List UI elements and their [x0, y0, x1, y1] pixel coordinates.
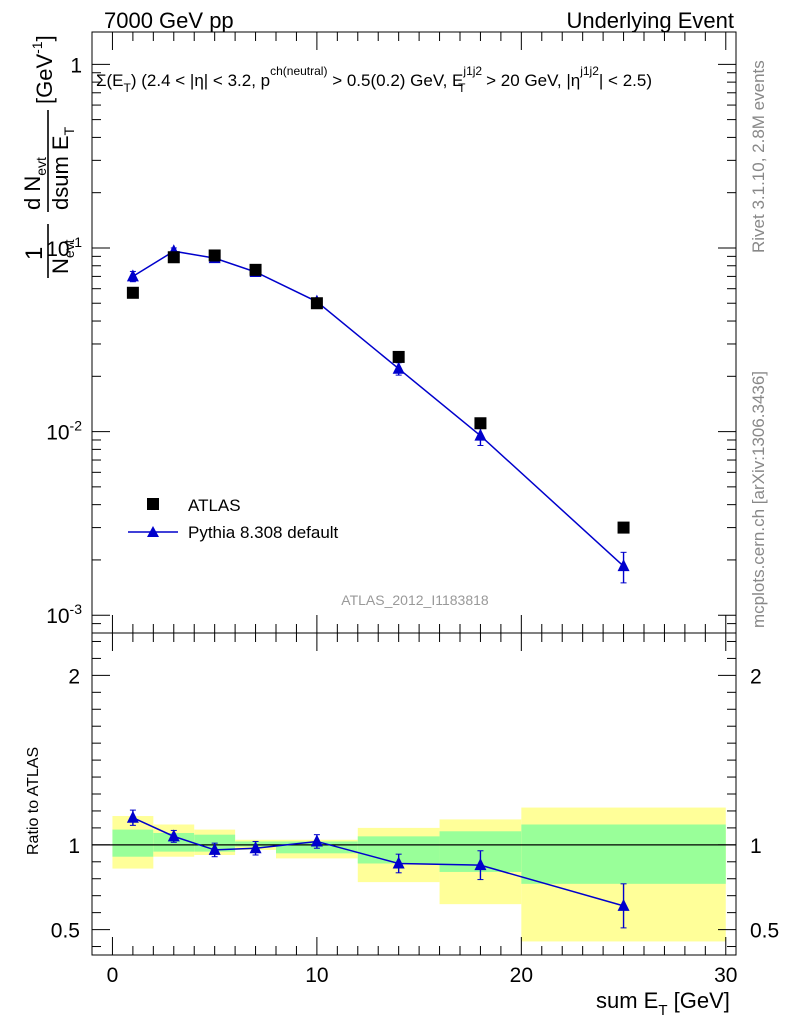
pythia-ratio-point — [310, 834, 323, 847]
legend-atlas-marker — [147, 498, 159, 510]
ratio-y-tick-label-right: 2 — [750, 665, 762, 688]
main-marks-group — [126, 244, 630, 584]
main-y-axis-label: 1 Nevt d Nevt dsum ET [GeV-1] — [20, 35, 77, 278]
atlas-data-point — [617, 521, 630, 534]
legend-pythia-label: Pythia 8.308 default — [188, 523, 339, 542]
ratio-green-band-7 — [521, 824, 726, 884]
ratio-marks-group — [126, 809, 630, 929]
analysis-watermark: ATLAS_2012_I1183818 — [341, 592, 489, 608]
x-tick-label: 30 — [714, 964, 737, 987]
pythia-ratio-point — [126, 810, 139, 823]
main-plot-title: Σ(ET) (2.4 < |η| < 3.2, pch(neutral) > 0… — [96, 64, 652, 95]
pythia-ratio-point — [474, 858, 487, 871]
atlas-data-point — [249, 263, 262, 276]
atlas-data-point — [310, 297, 323, 310]
main-axes-group: 1 10-1 10-2 10-3 — [46, 31, 737, 634]
ratio-green-band-0 — [112, 829, 154, 857]
main-y-tick-label: 10-2 — [46, 418, 82, 445]
svg-text:1: 1 — [21, 247, 48, 260]
legend-pythia-marker — [147, 526, 159, 537]
main-y-tick-label: 10-1 — [46, 234, 82, 261]
svg-text:dsum ET: dsum ET — [48, 126, 77, 210]
pythia-main-point — [392, 361, 405, 374]
ratio-y-tick-label-left: 2 — [68, 665, 80, 688]
pythia-ratio-point — [249, 841, 262, 854]
pythia-main-point — [126, 269, 139, 282]
ratio-y-axis-label: Ratio to ATLAS — [25, 747, 42, 855]
pythia-ratio-point — [167, 829, 180, 842]
atlas-data-point — [208, 249, 221, 262]
atlas-data-point — [474, 417, 487, 430]
legend-atlas-label: ATLAS — [188, 496, 241, 515]
svg-text:[GeV-1]: [GeV-1] — [29, 35, 57, 104]
pythia-ratio-line — [132, 817, 624, 907]
x-tick-label: 10 — [305, 964, 328, 987]
pythia-ratio-point — [392, 856, 405, 869]
ratio-y-tick-label-left: 1 — [68, 835, 80, 858]
main-plot-frame — [91, 31, 737, 634]
x-tick-label: 0 — [107, 964, 119, 987]
ratio-bands-group — [112, 807, 726, 942]
x-tick-label: 20 — [510, 964, 533, 987]
atlas-data-point — [126, 286, 139, 299]
main-y-tick-label: 1 — [70, 54, 82, 77]
atlas-data-point — [167, 251, 180, 264]
header-right-label: Underlying Event — [566, 8, 734, 33]
atlas-data-point — [392, 350, 405, 363]
header-left-label: 7000 GeV pp — [104, 8, 234, 33]
legend: ATLAS Pythia 8.308 default — [128, 496, 339, 542]
pythia-main-point — [474, 428, 487, 441]
svg-text:d Nevt: d Nevt — [20, 157, 49, 210]
pythia-ratio-point — [617, 898, 630, 911]
ratio-y-tick-label-right: 1 — [750, 835, 762, 858]
ratio-y-tick-label-right: 0.5 — [750, 920, 779, 943]
main-y-tick-label: 10-3 — [46, 601, 82, 628]
pythia-ratio-point — [208, 842, 221, 855]
pythia-main-point — [617, 559, 630, 572]
ratio-y-tick-label-left: 0.5 — [51, 920, 80, 943]
pythia-main-line — [132, 250, 625, 567]
x-axis-title: sum ET [GeV] — [596, 988, 730, 1019]
